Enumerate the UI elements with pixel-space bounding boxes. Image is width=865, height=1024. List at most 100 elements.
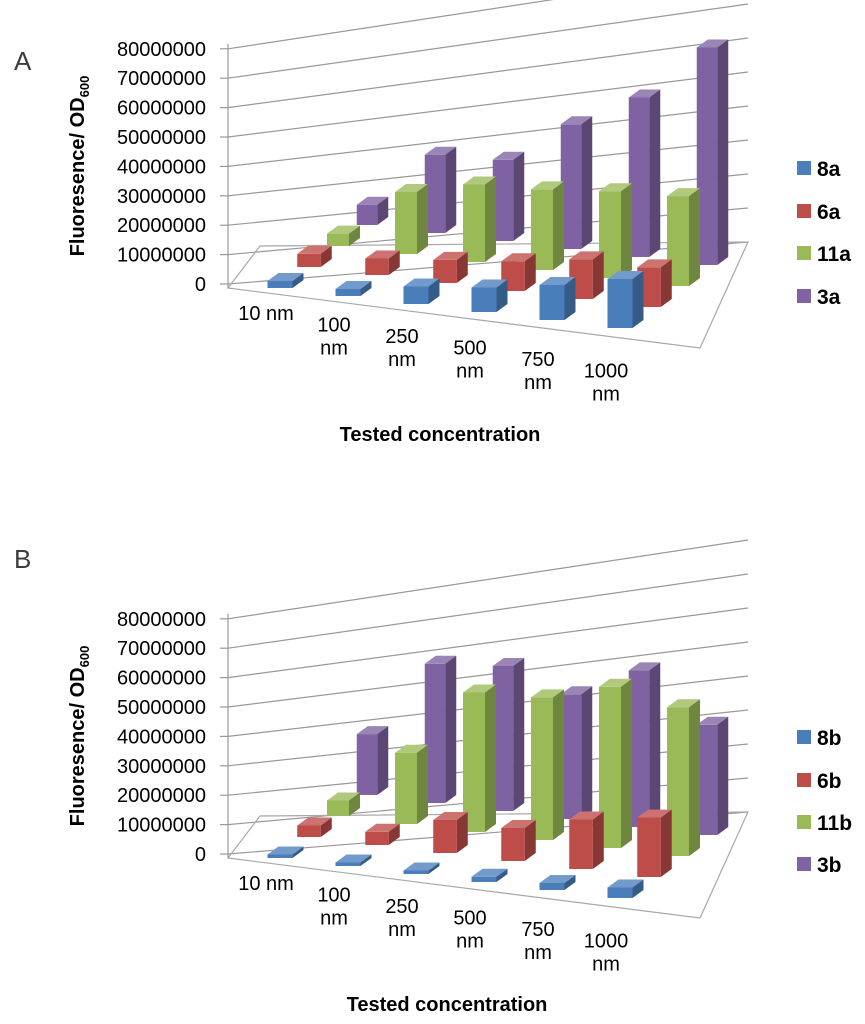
x-tick-label: 10 nm — [238, 303, 294, 325]
legend-item-11a: 11a — [797, 243, 851, 266]
bar-face-front — [403, 286, 429, 304]
y-tick-label: 10000000 — [117, 815, 206, 837]
bar-8a-10-nm — [267, 273, 304, 288]
gridline-40000000 — [227, 105, 749, 167]
bar-3a-100-nm — [424, 146, 457, 233]
y-tick-label: 20000000 — [117, 785, 206, 807]
bar-face-front — [471, 876, 497, 882]
bar-6a-10-nm — [297, 245, 332, 267]
y-tick-label: 80000000 — [117, 609, 206, 631]
bar-face-top — [335, 281, 372, 289]
bar-face-front — [628, 97, 650, 257]
bar-face-top — [628, 662, 661, 671]
bar-face-front — [501, 828, 525, 861]
chart-panel-a: 0 10000000 20000000 30000000 40000000 5000000… — [14, 0, 851, 446]
bar-8b-1000-nm — [607, 879, 644, 898]
bar-face-front — [327, 800, 349, 816]
bar-face-top — [696, 716, 729, 725]
bar-face-front — [395, 192, 417, 254]
legend-item-6a: 6a — [797, 201, 841, 224]
bar-face-side — [649, 662, 661, 827]
x-tick-label: 1000 nm — [584, 931, 629, 976]
bar-face-side — [581, 686, 593, 819]
bar-face-side — [513, 151, 525, 241]
bar-face-side — [292, 273, 304, 288]
bar-face-top — [424, 146, 457, 155]
bar-face-side — [388, 823, 400, 845]
bar-face-side — [689, 188, 700, 286]
bar-face-top — [637, 259, 672, 268]
bar-6a-100-nm — [365, 250, 400, 275]
bar-face-top — [267, 846, 304, 855]
bar-face-front — [297, 253, 321, 267]
bar-8b-750-nm — [539, 875, 576, 890]
bar-face-front — [637, 817, 661, 877]
y-tick-label: 30000000 — [117, 186, 206, 208]
bar-face-side — [388, 250, 400, 275]
legend-swatch-11b — [797, 815, 811, 829]
bar-3b-100-nm — [424, 655, 457, 803]
bars — [267, 655, 729, 898]
bar-face-side — [592, 811, 604, 869]
bar-face-front — [433, 820, 457, 853]
bar-3a-1000-nm — [696, 39, 729, 265]
bar-face-side — [428, 862, 440, 874]
bar-face-side — [660, 259, 672, 307]
bar-face-top — [267, 273, 304, 281]
bar-face-side — [417, 744, 428, 824]
bar-face-front — [395, 752, 417, 824]
bar-face-front — [492, 159, 514, 241]
bar-face-side — [349, 792, 360, 816]
bar-face-front — [667, 196, 689, 286]
gridline-80000000 — [227, 0, 555, 50]
y-axis-title: Fluoresence/ OD600 — [67, 76, 92, 257]
bar-face-top — [501, 253, 536, 262]
bar-face-side — [456, 812, 468, 853]
legend-label-3a: 3a — [817, 286, 841, 309]
bar-face-front — [531, 189, 553, 270]
bar-8b-100-nm — [335, 854, 372, 866]
x-tick-label: 500 nm — [453, 908, 486, 953]
bar-11b-250-nm — [463, 684, 496, 832]
x-tick-label: 250 nm — [385, 896, 418, 941]
bar-face-side — [417, 184, 428, 254]
bar-face-front — [607, 887, 633, 898]
y-tick-label: 60000000 — [117, 98, 206, 120]
bar-face-side — [524, 820, 536, 861]
bar-6b-100-nm — [365, 823, 400, 845]
legend-item-3b: 3b — [797, 854, 842, 877]
bar-face-top — [335, 854, 372, 863]
bar-11a-750-nm — [599, 183, 632, 278]
x-tick-label: 100 nm — [317, 885, 350, 930]
y-tick-label: 60000000 — [117, 668, 206, 690]
bar-face-top — [492, 151, 525, 160]
bar-3b-750-nm — [628, 662, 661, 827]
x-tick-label: 10 nm — [238, 873, 294, 895]
bar-face-top — [607, 271, 644, 279]
legend-label-8a: 8a — [817, 158, 841, 181]
gridline-60000000 — [227, 607, 749, 679]
bar-face-front — [569, 819, 593, 869]
x-axis-title: Tested concentration — [347, 994, 548, 1016]
y-tick-label: 10000000 — [117, 245, 206, 267]
bar-face-side — [292, 846, 304, 858]
bar-face-front — [696, 47, 718, 265]
bar-face-top — [403, 862, 440, 871]
bar-8b-10-nm — [267, 846, 304, 858]
bar-face-top — [297, 245, 332, 254]
bar-6b-500-nm — [501, 820, 536, 861]
bar-11b-10-nm — [327, 792, 360, 816]
bar-11b-100-nm — [395, 744, 428, 824]
bar-face-side — [445, 146, 457, 233]
panel-label-b: B — [14, 544, 31, 574]
bar-face-side — [377, 726, 389, 795]
bar-face-top — [403, 278, 440, 287]
bar-face-top — [297, 817, 332, 826]
bar-face-front — [667, 707, 689, 856]
x-tick-label: 750 nm — [521, 349, 554, 394]
bar-face-top — [433, 812, 468, 820]
legend-swatch-6b — [797, 773, 811, 787]
bar-face-front — [267, 281, 293, 288]
